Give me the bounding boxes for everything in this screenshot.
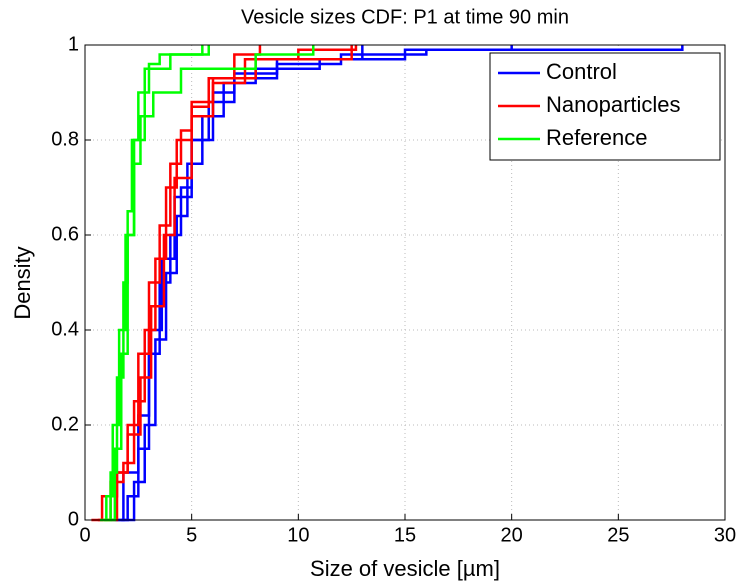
y-tick-label: 0.4: [51, 318, 79, 340]
legend-label: Nanoparticles: [546, 92, 681, 117]
cdf-line: [121, 45, 513, 522]
y-tick-label: 0.8: [51, 128, 79, 150]
legend-label: Control: [546, 59, 617, 84]
plot-frame: [84, 44, 726, 521]
y-tick-label: 0: [68, 508, 79, 530]
y-tick-label: 0.2: [51, 413, 79, 435]
x-tick-label: 15: [394, 524, 416, 546]
x-tick-label: 5: [186, 524, 197, 546]
cdf-line: [104, 45, 353, 522]
x-tick-label: 25: [607, 524, 629, 546]
y-axis-label: Density: [10, 246, 35, 319]
cdf-line: [104, 45, 204, 522]
chart-title: Vesicle sizes CDF: P1 at time 90 min: [241, 6, 569, 28]
cdf-line: [97, 45, 262, 522]
x-tick-label: 10: [287, 524, 309, 546]
y-tick-label: 1: [68, 33, 79, 55]
y-tick-label: 0.6: [51, 223, 79, 245]
x-axis-label: Size of vesicle [µm]: [310, 556, 500, 581]
x-tick-label: 0: [79, 524, 90, 546]
x-tick-label: 30: [714, 524, 736, 546]
cdf-line: [108, 45, 315, 522]
legend-label: Reference: [546, 125, 648, 150]
x-tick-label: 20: [501, 524, 523, 546]
cdf-line: [99, 45, 210, 522]
